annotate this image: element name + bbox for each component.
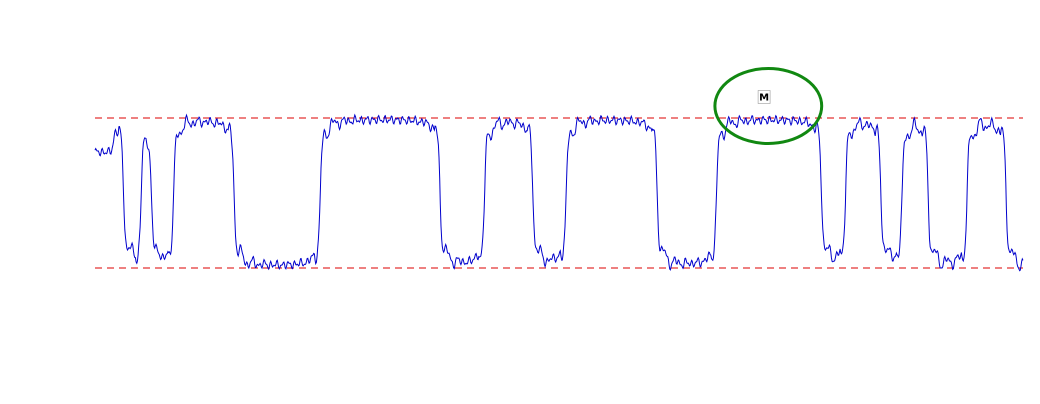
marker-label: M <box>759 93 769 104</box>
signal-line <box>94 113 1024 272</box>
highlight-ellipse <box>713 67 824 145</box>
m-marker: M <box>757 90 771 104</box>
